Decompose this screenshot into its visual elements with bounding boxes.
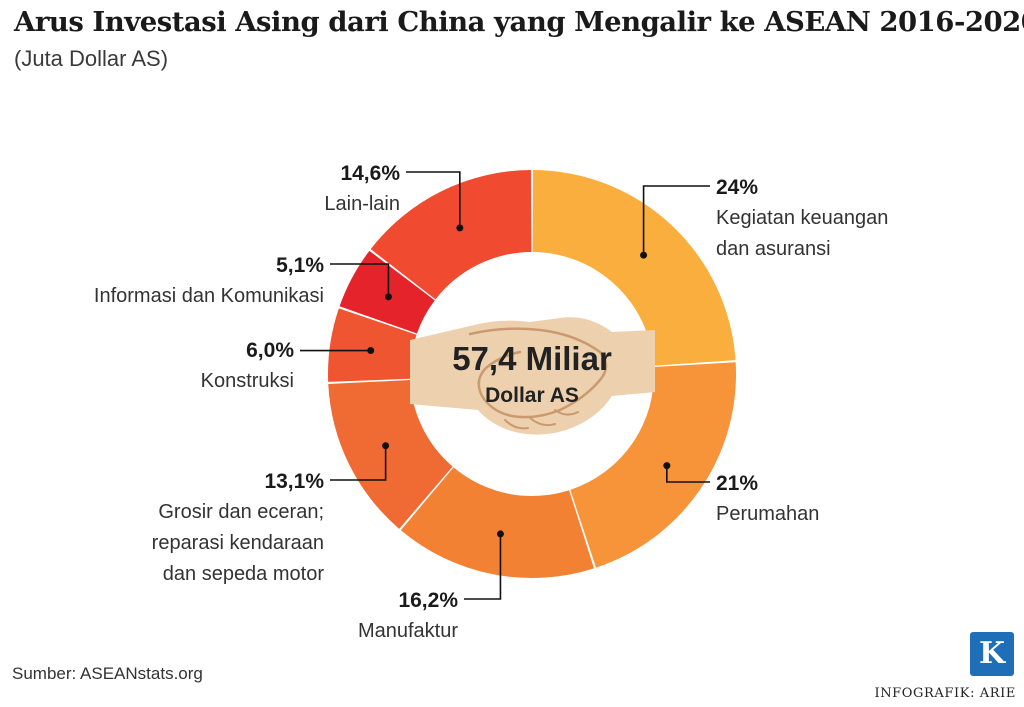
infographic-credit: INFOGRAFIK: ARIE xyxy=(874,686,1016,701)
slice-percent-label: 21% xyxy=(716,472,758,495)
chart-title: Arus Investasi Asing dari China yang Men… xyxy=(14,6,1024,38)
donut-slice xyxy=(328,380,453,529)
donut-slice xyxy=(532,170,736,366)
handshake-icon xyxy=(410,317,655,435)
kompas-logo-icon: K xyxy=(970,632,1014,676)
slice-percent-label: 6,0% xyxy=(246,339,294,362)
donut-slice xyxy=(570,362,736,568)
donut-slice xyxy=(339,250,435,334)
slice-category-label: Informasi dan Komunikasi xyxy=(94,285,324,307)
slice-category-label: dan sepeda motor xyxy=(163,563,325,585)
leader-line xyxy=(330,263,390,297)
slice-labels: 24% Kegiatan keuangan dan asuransi 21% Perum… xyxy=(94,162,888,642)
slice-category-label: dan asuransi xyxy=(716,238,831,260)
leader-line xyxy=(642,185,710,256)
leader-line xyxy=(406,171,461,228)
label-leader-lines xyxy=(300,171,710,600)
leader-line xyxy=(330,445,387,481)
donut-slice xyxy=(370,170,532,300)
slice-percent-label: 13,1% xyxy=(264,470,324,493)
leader-line xyxy=(464,533,502,600)
center-total-unit: Dollar AS xyxy=(485,384,579,407)
slice-category-label: reparasi kendaraan xyxy=(152,532,324,554)
center-total-value: 57,4 Miliar xyxy=(452,340,612,377)
slice-percent-label: 5,1% xyxy=(276,254,324,277)
donut-slice xyxy=(400,467,595,578)
slice-category-label: Grosir dan eceran; xyxy=(158,501,324,523)
slice-percent-label: 24% xyxy=(716,176,758,199)
source-note: Sumber: ASEANstats.org xyxy=(12,664,203,683)
donut-slices xyxy=(328,170,736,578)
slice-category-label: Lain-lain xyxy=(324,193,400,215)
slice-percent-label: 14,6% xyxy=(340,162,400,185)
donut-slice xyxy=(328,308,417,382)
slice-category-label: Konstruksi xyxy=(201,370,294,392)
leader-line xyxy=(666,465,710,483)
slice-category-label: Perumahan xyxy=(716,503,819,525)
slice-percent-label: 16,2% xyxy=(398,589,458,612)
slice-category-label: Manufaktur xyxy=(358,620,458,642)
chart-subtitle: (Juta Dollar AS) xyxy=(14,46,169,71)
slice-category-label: Kegiatan keuangan xyxy=(716,207,888,229)
